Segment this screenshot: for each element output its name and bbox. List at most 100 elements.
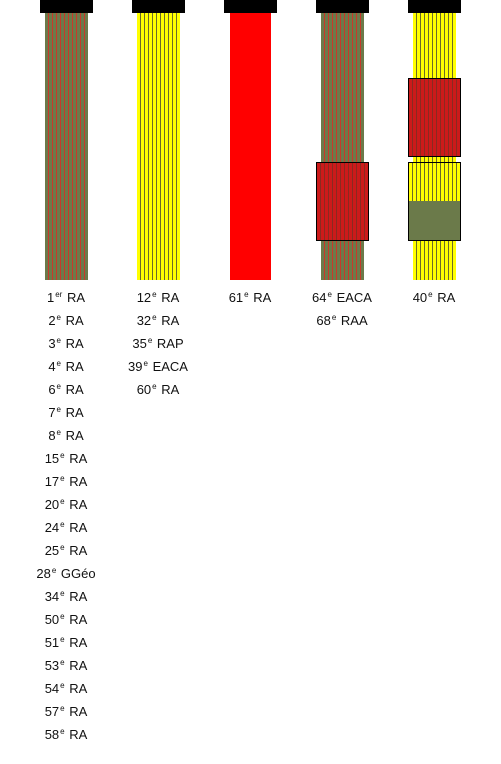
unit-name: EACA [332,290,372,305]
unit-number: 6 [48,382,56,397]
unit-number: 3 [48,336,56,351]
unit-number: 7 [48,405,56,420]
unit-label: 12e RA [108,284,208,307]
unit-name: RA [157,290,180,305]
unit-number: 61 [228,290,244,305]
unit-label: 53e RA [16,652,116,675]
unit-name: RA [65,520,88,535]
unit-label: 2e RA [16,307,116,330]
unit-name: RA [65,497,88,512]
unit-label: 51e RA [16,629,116,652]
unit-label: 28e GGéo [16,560,116,583]
unit-ordinal: e [428,290,433,299]
flag-3-labels: 61e RA [200,284,300,307]
unit-label: 7e RA [16,399,116,422]
unit-number: 1 [46,290,55,305]
flag-2-pole [132,0,185,13]
unit-name: RA [157,382,180,397]
unit-number: 40 [412,290,428,305]
unit-name: RA [62,313,84,328]
unit-name: RA [65,543,88,558]
unit-number: 51 [44,635,60,650]
unit-name: RA [65,681,88,696]
unit-number: 34 [44,589,60,604]
unit-name: EACA [148,359,188,374]
unit-ordinal: e [56,428,61,437]
unit-number: 60 [136,382,152,397]
unit-ordinal: e [152,382,157,391]
unit-name: RA [62,359,84,374]
unit-label: 68e RAA [292,307,392,330]
flag-5-labels: 40e RA [384,284,484,307]
unit-label: 35e RAP [108,330,208,353]
unit-number: 54 [44,681,60,696]
unit-label: 3e RA [16,330,116,353]
unit-ordinal: e [56,359,61,368]
unit-number: 20 [44,497,60,512]
flag-4-red-patch [316,162,369,241]
unit-label: 15e RA [16,445,116,468]
flag-5-pole [408,0,461,13]
unit-name: RAA [337,313,368,328]
flag-3-body [230,13,271,280]
unit-ordinal: e [60,727,65,736]
unit-ordinal: e [60,520,65,529]
unit-number: 35 [132,336,147,351]
flag-4-pole [316,0,369,13]
unit-name: RA [65,589,88,604]
unit-ordinal: e [51,566,57,575]
unit-label: 1er RA [16,284,116,307]
unit-number: 39 [128,359,143,374]
unit-ordinal: e [60,635,65,644]
unit-name: RA [62,428,84,443]
unit-ordinal: e [56,313,61,322]
unit-name: RA [63,290,86,305]
unit-ordinal: e [56,336,61,345]
unit-number: 53 [44,658,60,673]
unit-number: 8 [48,428,56,443]
unit-number: 50 [44,612,60,627]
unit-name: RA [65,658,88,673]
flag-1-labels: 1er RA 2e RA 3e RA 4e RA 6e RA 7e RA 8e RA 15e … [16,284,116,744]
unit-number: 64 [312,290,327,305]
unit-label: 4e RA [16,353,116,376]
flag-1-pole [40,0,93,13]
unit-ordinal: e [60,658,65,667]
unit-ordinal: e [60,474,65,483]
unit-label: 25e RA [16,537,116,560]
unit-label: 60e RA [108,376,208,399]
unit-number: 17 [44,474,60,489]
unit-label: 61e RA [200,284,300,307]
unit-label: 58e RA [16,721,116,744]
unit-ordinal: er [55,290,63,299]
unit-label: 40e RA [384,284,484,307]
unit-name: RAP [153,336,184,351]
flag-2-labels: 12e RA 32e RA 35e RAP 39e EACA 60e RA [108,284,208,399]
unit-number: 4 [48,359,56,374]
unit-ordinal: e [60,589,65,598]
unit-label: 57e RA [16,698,116,721]
unit-ordinal: e [143,359,148,368]
unit-ordinal: e [60,681,65,690]
unit-name: RA [62,336,84,351]
unit-label: 20e RA [16,491,116,514]
unit-name: RA [65,612,88,627]
flag-5-yellow-olive-patch [408,162,461,241]
unit-name: RA [62,382,84,397]
unit-label: 6e RA [16,376,116,399]
unit-label: 32e RA [108,307,208,330]
unit-name: RA [65,474,88,489]
unit-label: 50e RA [16,606,116,629]
flag-4-labels: 64 e EACA 68e RAA [292,284,392,330]
unit-ordinal: e [147,336,153,345]
flag-3-pole [224,0,277,13]
unit-ordinal: e [331,313,337,322]
unit-name: RA [157,313,180,328]
unit-ordinal: e [56,405,61,414]
unit-ordinal: e [152,313,157,322]
unit-label: 39e EACA [108,353,208,376]
flag-5-red-patch [408,78,461,157]
unit-name: GGéo [57,566,96,581]
unit-number: 57 [44,704,60,719]
unit-name: RA [65,727,88,742]
